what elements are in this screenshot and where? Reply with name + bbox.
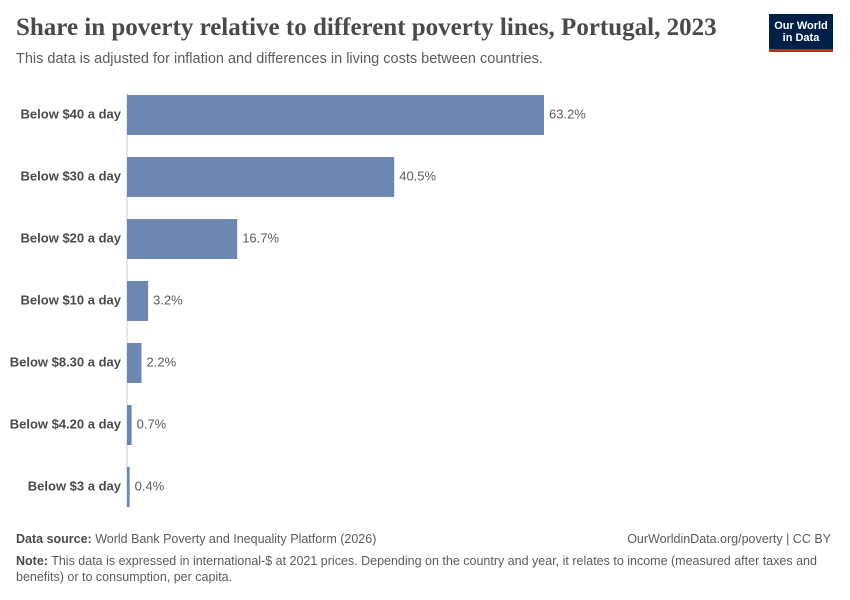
value-label: 63.2% [549, 106, 586, 121]
bar [127, 95, 544, 135]
value-label: 2.2% [147, 354, 177, 369]
value-label: 3.2% [153, 292, 183, 307]
source-url[interactable]: OurWorldinData.org/poverty | CC BY [627, 532, 831, 546]
bar [127, 219, 238, 259]
source-label: Data source: [16, 532, 92, 546]
value-label: 0.4% [135, 478, 165, 493]
bar [127, 405, 132, 445]
bar [127, 467, 130, 507]
bar [127, 281, 149, 321]
note-label: Note: [16, 554, 48, 568]
source-text: World Bank Poverty and Inequality Platfo… [95, 532, 377, 546]
value-label: 40.5% [399, 168, 436, 183]
y-tick-label: Below $4.20 a day [10, 416, 122, 431]
y-tick-label: Below $10 a day [21, 292, 122, 307]
logo-text: Our World [774, 20, 828, 32]
y-tick-label: Below $30 a day [21, 168, 122, 183]
chart-title: Share in poverty relative to different p… [16, 14, 717, 41]
value-label: 0.7% [137, 416, 167, 431]
bar [127, 157, 395, 197]
y-tick-label: Below $20 a day [21, 230, 122, 245]
logo[interactable]: Our World in Data [769, 14, 833, 52]
chart-subtitle: This data is adjusted for inflation and … [16, 51, 543, 67]
y-tick-label: Below $3 a day [28, 478, 122, 493]
chart: Below $40 a day 63.2% Below $30 a day 40.5%… [10, 93, 586, 507]
note-text: This data is expressed in international-… [16, 554, 817, 584]
y-tick-label: Below $8.30 a day [10, 354, 122, 369]
logo-text: in Data [782, 32, 820, 44]
y-tick-label: Below $40 a day [21, 106, 122, 121]
bar [127, 343, 142, 383]
value-label: 16.7% [242, 230, 279, 245]
source: Data source: World Bank Poverty and Ineq… [16, 532, 376, 546]
note: Note: This data is expressed in internat… [16, 553, 826, 585]
